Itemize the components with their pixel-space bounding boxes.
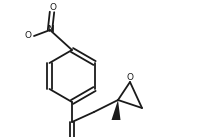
Text: O: O — [127, 72, 134, 82]
Text: O: O — [50, 2, 57, 12]
Text: N: N — [47, 25, 53, 35]
Polygon shape — [111, 100, 121, 120]
Text: O: O — [24, 32, 31, 41]
